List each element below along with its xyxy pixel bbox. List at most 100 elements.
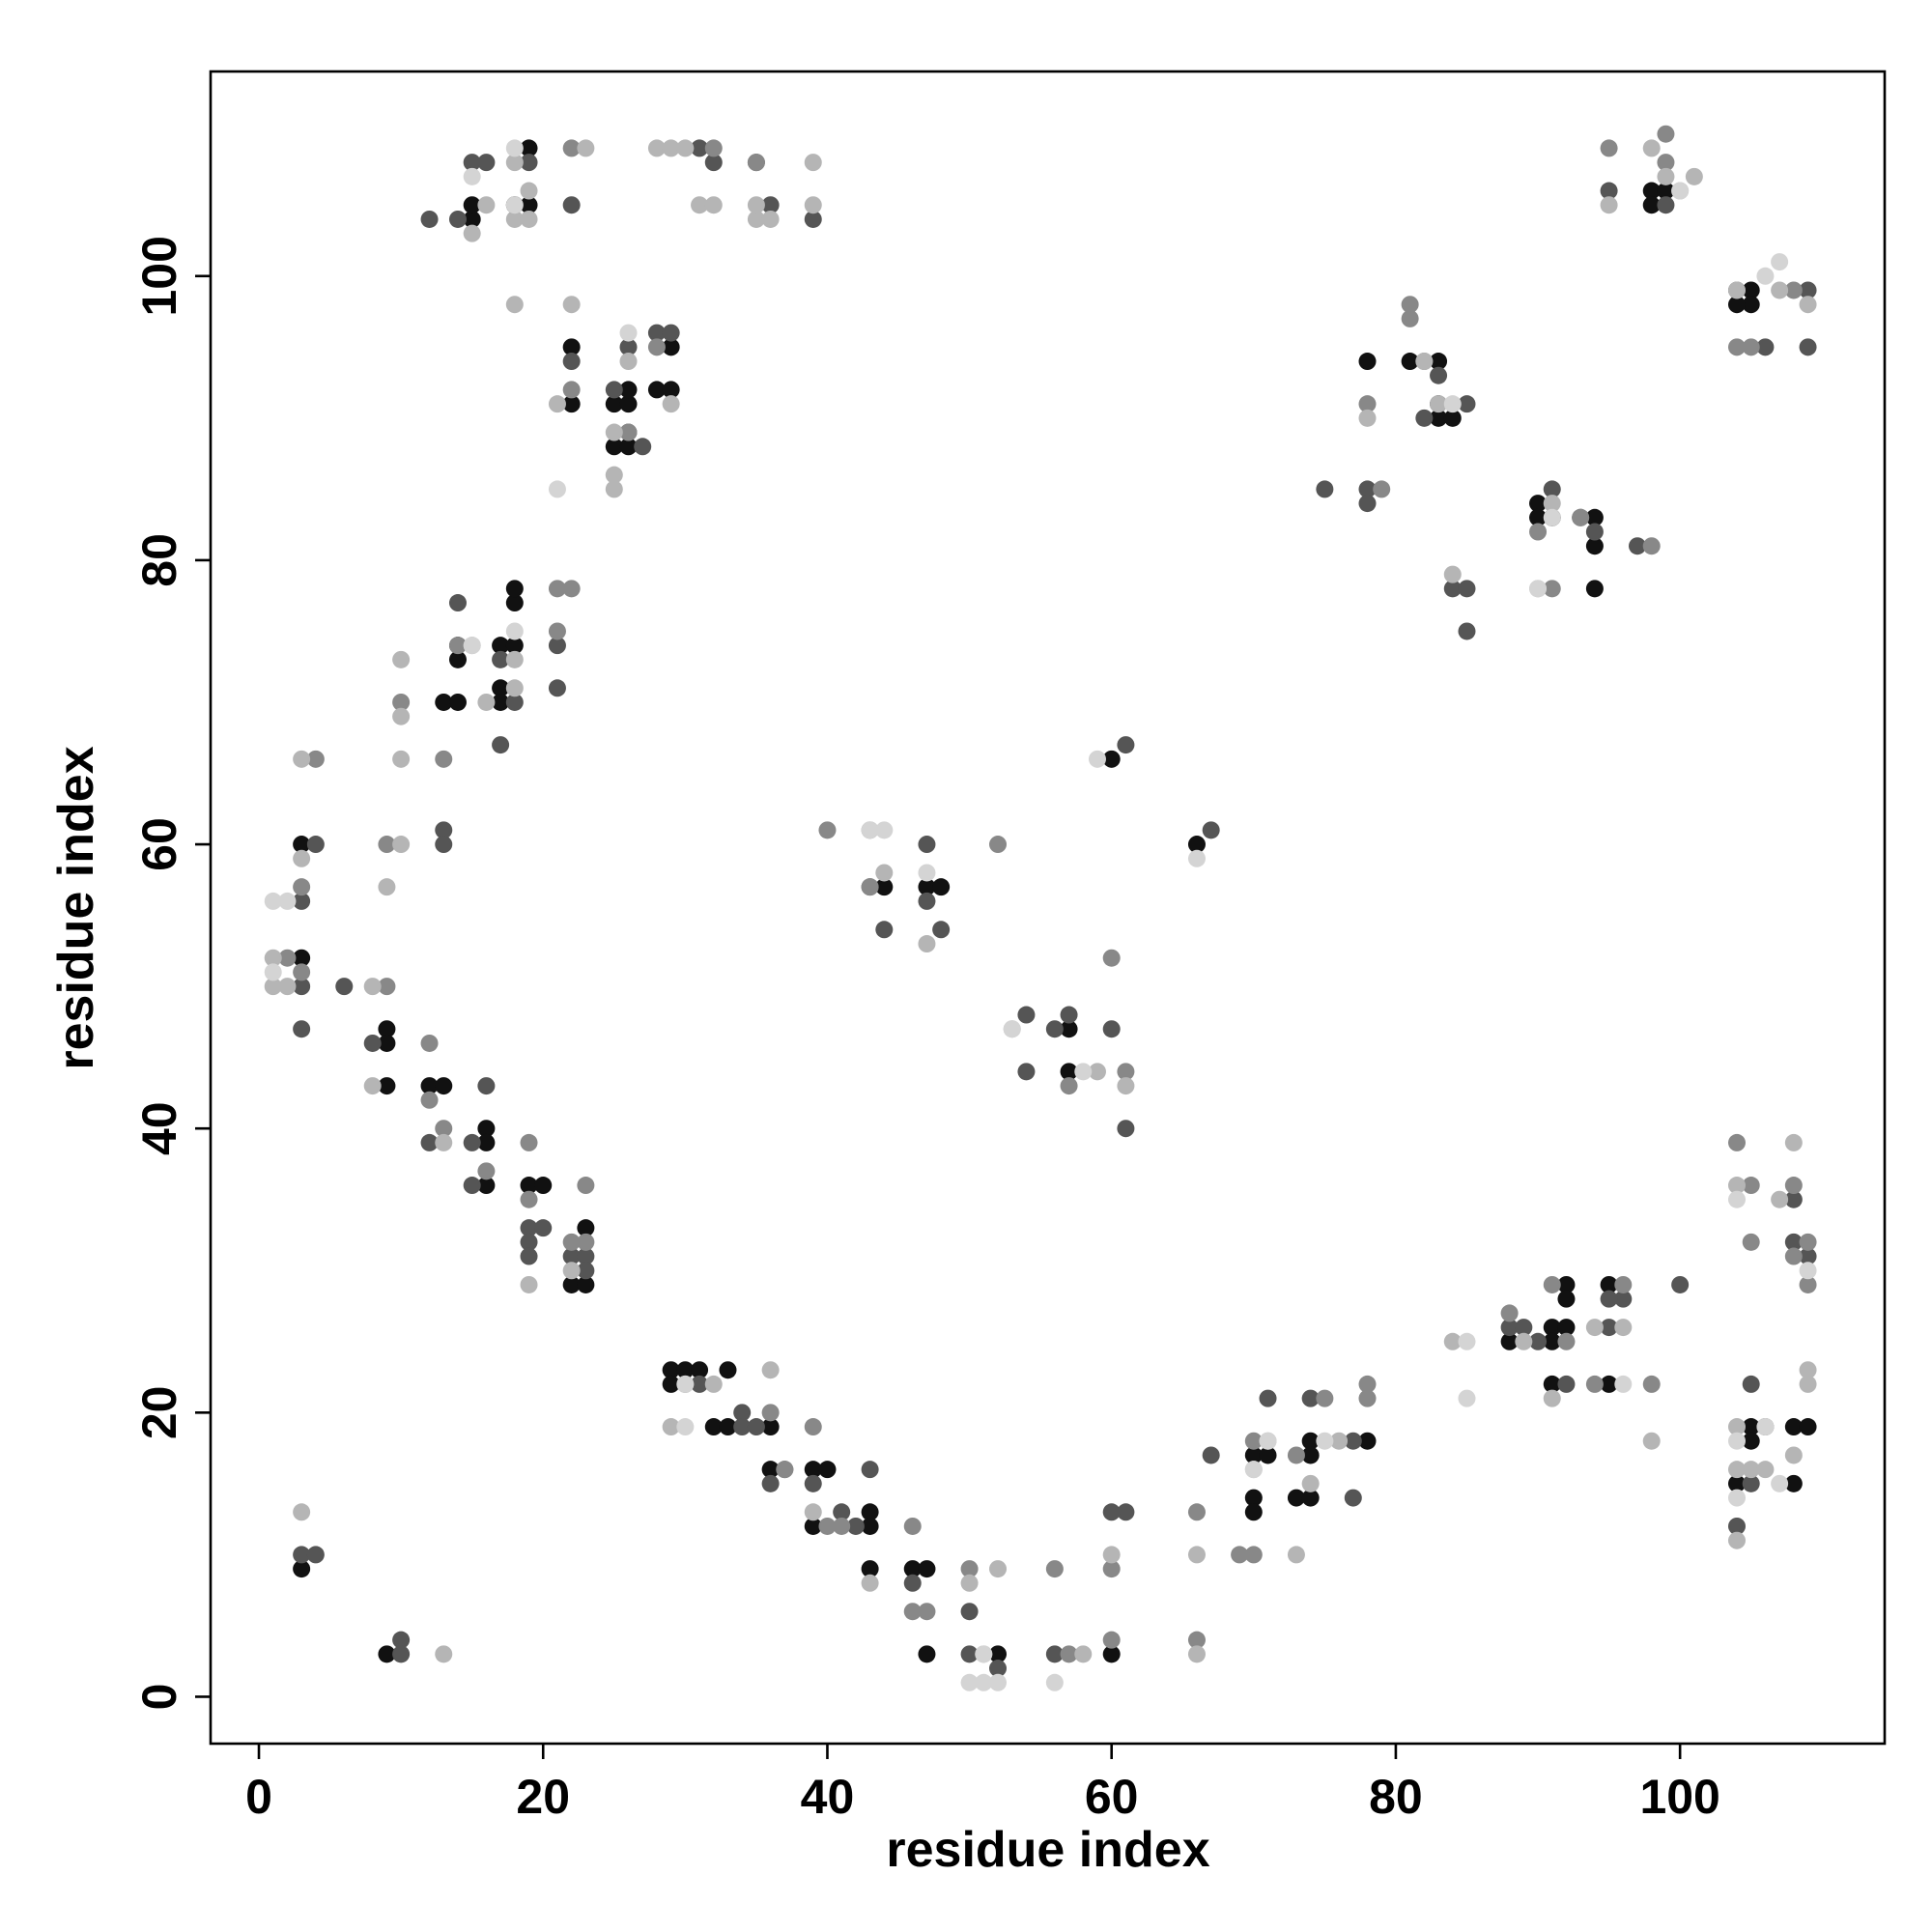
point	[1088, 1063, 1106, 1081]
point	[605, 423, 623, 441]
point	[392, 750, 411, 768]
point	[619, 438, 638, 456]
x-tick-label: 80	[1369, 1770, 1423, 1824]
point	[520, 1133, 538, 1151]
point	[747, 154, 765, 172]
point	[691, 1361, 709, 1379]
y-tick-label: 20	[132, 1386, 186, 1440]
point	[804, 1517, 822, 1535]
point	[335, 978, 354, 996]
point	[875, 821, 894, 839]
point	[676, 1361, 695, 1379]
point	[1585, 537, 1604, 555]
point	[861, 1560, 879, 1578]
point	[1358, 395, 1377, 413]
point	[1784, 1233, 1803, 1251]
point	[704, 196, 723, 214]
point	[1515, 1319, 1533, 1337]
point	[378, 1645, 396, 1663]
point	[761, 1404, 780, 1422]
point	[1102, 1546, 1121, 1564]
point	[1585, 523, 1604, 541]
point	[861, 878, 879, 896]
point	[1614, 1319, 1633, 1337]
point	[1771, 1190, 1789, 1208]
point	[505, 679, 524, 697]
point	[1259, 1432, 1277, 1450]
y-tick-label: 0	[132, 1684, 186, 1711]
point	[463, 637, 481, 655]
point	[903, 1574, 922, 1592]
point	[1060, 1020, 1078, 1038]
point	[378, 1020, 396, 1038]
point	[647, 338, 666, 356]
point	[989, 836, 1008, 854]
point	[1244, 1432, 1263, 1450]
point	[1443, 409, 1462, 427]
point	[1600, 1375, 1618, 1393]
point	[1259, 1446, 1277, 1464]
y-axis-label: residue index	[48, 746, 104, 1069]
point	[1529, 508, 1548, 526]
point	[861, 1461, 879, 1479]
point	[420, 1077, 439, 1095]
point	[1557, 1319, 1576, 1337]
point	[1088, 750, 1106, 768]
point	[1117, 1077, 1135, 1095]
point	[1330, 1432, 1349, 1450]
point	[605, 480, 623, 498]
point	[1543, 1389, 1561, 1407]
point	[1600, 1290, 1618, 1308]
point	[548, 622, 566, 640]
point	[392, 650, 411, 668]
point	[903, 1603, 922, 1621]
point	[761, 1361, 780, 1379]
point	[960, 1603, 979, 1621]
point	[804, 1461, 822, 1479]
point	[918, 935, 936, 953]
point	[435, 750, 453, 768]
point	[1074, 1063, 1093, 1081]
point	[1799, 1418, 1817, 1436]
point	[1443, 580, 1462, 598]
point	[477, 1077, 496, 1095]
point	[1642, 537, 1661, 555]
point	[520, 154, 538, 172]
point	[861, 821, 879, 839]
point	[1585, 1375, 1604, 1393]
point	[477, 154, 496, 172]
point	[435, 1645, 453, 1663]
point	[691, 196, 709, 214]
point	[562, 338, 581, 356]
point	[562, 1247, 581, 1265]
point	[1784, 1190, 1803, 1208]
point	[264, 963, 282, 981]
point	[1443, 1332, 1462, 1350]
x-axis-label: residue index	[886, 1822, 1209, 1878]
point	[1529, 523, 1548, 541]
point	[1543, 1275, 1561, 1293]
point	[1500, 1332, 1519, 1350]
point	[1187, 836, 1206, 854]
point	[1244, 1446, 1263, 1464]
point	[1799, 1361, 1817, 1379]
point	[492, 637, 510, 655]
point	[293, 1546, 311, 1564]
x-tick-label: 40	[801, 1770, 855, 1824]
point	[463, 1133, 481, 1151]
point	[392, 836, 411, 854]
point	[378, 1034, 396, 1052]
point	[676, 1418, 695, 1436]
point	[1045, 1645, 1064, 1663]
point	[1358, 495, 1377, 513]
point	[1017, 1063, 1036, 1081]
point	[293, 750, 311, 768]
point	[1657, 154, 1675, 172]
point	[647, 381, 666, 399]
point	[1600, 1319, 1618, 1337]
point	[833, 1503, 851, 1521]
point	[278, 892, 297, 910]
point	[1728, 296, 1747, 314]
point	[477, 1133, 496, 1151]
